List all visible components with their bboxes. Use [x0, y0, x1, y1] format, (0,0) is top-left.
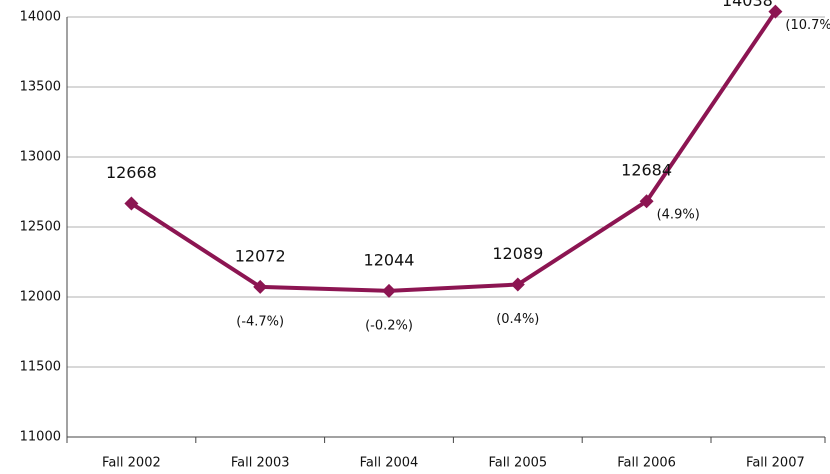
data-point	[382, 283, 396, 298]
y-tick-label: 12000	[20, 290, 61, 305]
x-tick-label: Fall 2004	[360, 456, 419, 471]
data-point	[253, 279, 268, 294]
x-tick-label: Fall 2007	[746, 456, 805, 471]
y-tick-label: 14000	[20, 10, 61, 25]
y-tick-label: 13000	[20, 150, 61, 165]
data-point	[510, 277, 525, 292]
value-label: 14038	[722, 0, 773, 10]
change-label: (-4.7%)	[236, 314, 284, 329]
value-label: 12684	[621, 161, 672, 180]
change-label: (-0.2%)	[365, 318, 413, 333]
change-label: (10.7%)	[785, 18, 830, 33]
y-tick-label: 13500	[20, 80, 61, 95]
value-label: 12044	[364, 250, 415, 269]
y-tick-label: 11500	[20, 360, 61, 375]
value-label: 12089	[492, 244, 543, 263]
value-label: 12668	[106, 163, 157, 182]
y-tick-label: 11000	[20, 430, 61, 445]
x-tick-label: Fall 2002	[102, 456, 161, 471]
x-tick-label: Fall 2003	[231, 456, 290, 471]
change-label: (0.4%)	[496, 312, 539, 327]
data-point	[768, 4, 783, 19]
x-tick-label: Fall 2006	[617, 456, 676, 471]
data-line	[130, 10, 778, 293]
data-point	[124, 196, 139, 211]
value-label: 12072	[235, 246, 286, 265]
change-label: (4.9%)	[657, 208, 700, 223]
y-tick-label: 12500	[20, 220, 61, 235]
x-tick-label: Fall 2005	[488, 456, 547, 471]
data-point	[639, 194, 654, 209]
